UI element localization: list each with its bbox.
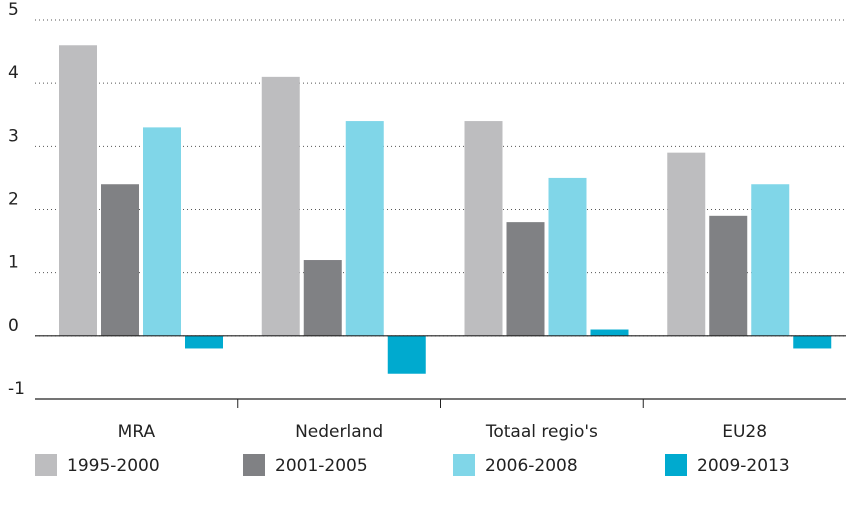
bar	[261, 76, 300, 336]
y-tick-label: 0	[8, 316, 19, 336]
bar	[590, 329, 629, 336]
y-tick-label: 2	[8, 190, 19, 210]
y-tick-label: 4	[8, 63, 19, 83]
x-tick-label: Nederland	[295, 422, 383, 442]
bar	[185, 335, 223, 349]
bar	[303, 260, 342, 336]
bar	[101, 184, 139, 336]
bar	[464, 121, 503, 336]
y-tick-label: 1	[8, 253, 19, 273]
legend-label: 1995-2000	[67, 456, 160, 476]
bar	[793, 335, 832, 349]
x-tick-label: MRA	[118, 422, 156, 442]
legend-label: 2001-2005	[275, 456, 368, 476]
bar	[667, 152, 706, 336]
bar	[59, 45, 97, 336]
bar	[387, 335, 426, 374]
legend-label: 2006-2008	[485, 456, 578, 476]
legend-swatch	[35, 454, 57, 476]
legend-swatch	[453, 454, 475, 476]
bar	[548, 177, 587, 336]
legend-label: 2009-2013	[697, 456, 790, 476]
bar	[143, 127, 181, 336]
bar	[751, 184, 790, 336]
x-tick-label: Totaal regio's	[485, 422, 598, 442]
y-tick-label: 3	[8, 126, 19, 146]
y-tick-label: 5	[8, 0, 19, 20]
bar	[345, 121, 384, 336]
legend-swatch	[665, 454, 687, 476]
bar	[709, 215, 748, 336]
y-tick-label: -1	[8, 379, 25, 399]
x-tick-label: EU28	[722, 422, 767, 442]
bar	[506, 222, 545, 336]
legend-swatch	[243, 454, 265, 476]
